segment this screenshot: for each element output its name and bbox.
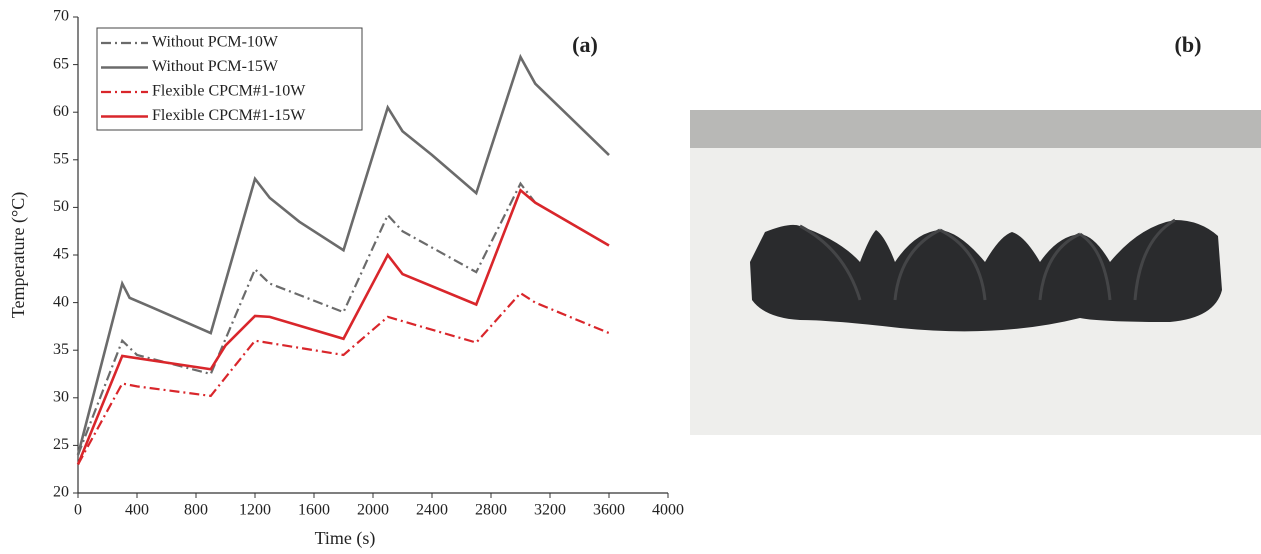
x-tick-label: 4000: [652, 502, 684, 519]
y-tick-label: 40: [53, 293, 69, 310]
y-axis-label: Temperature (°C): [8, 192, 29, 318]
panel-label: (a): [572, 32, 598, 57]
series-line: [76, 53, 610, 456]
legend-label: Without PCM-15W: [152, 58, 279, 75]
legend-label: Flexible CPCM#1-10W: [152, 83, 306, 100]
x-tick-label: 3200: [534, 502, 566, 519]
x-tick-label: 3600: [593, 502, 625, 519]
y-tick-label: 70: [53, 8, 69, 25]
legend-label: Flexible CPCM#1-15W: [152, 107, 306, 124]
x-tick-label: 1600: [298, 502, 330, 519]
series-line: [76, 181, 610, 456]
y-tick-label: 60: [53, 103, 69, 120]
photo-wall: [690, 110, 1261, 148]
photo-object-edge: [799, 218, 1176, 301]
x-tick-label: 2400: [416, 502, 448, 519]
y-tick-label: 30: [53, 388, 69, 405]
chart-a: Time (s) Temperature (°C) (a): [8, 17, 668, 549]
y-tick-label: 35: [53, 341, 69, 358]
series-line: [76, 188, 610, 465]
legend-box: [96, 27, 363, 131]
y-tick-label: 45: [53, 246, 69, 263]
legend-label: Without PCM-10W: [152, 34, 279, 51]
x-tick-label: 2000: [357, 502, 389, 519]
y-tick-label: 65: [53, 55, 69, 72]
y-tick-label: 25: [53, 436, 69, 453]
photo-object: [750, 220, 1222, 332]
series-line: [77, 291, 610, 465]
y-tick-label: 55: [53, 150, 69, 167]
y-tick-label: 20: [53, 484, 69, 501]
x-tick-label: 0: [74, 502, 82, 519]
x-axis-label: Time (s): [315, 528, 376, 549]
x-tick-label: 800: [184, 502, 208, 519]
x-tick-label: 400: [125, 502, 149, 519]
y-tick-label: 50: [53, 198, 69, 215]
panel-label: (b): [1175, 32, 1202, 57]
x-tick-label: 1200: [239, 502, 271, 519]
photo-b: (b): [690, 32, 1261, 435]
x-tick-label: 2800: [475, 502, 507, 519]
